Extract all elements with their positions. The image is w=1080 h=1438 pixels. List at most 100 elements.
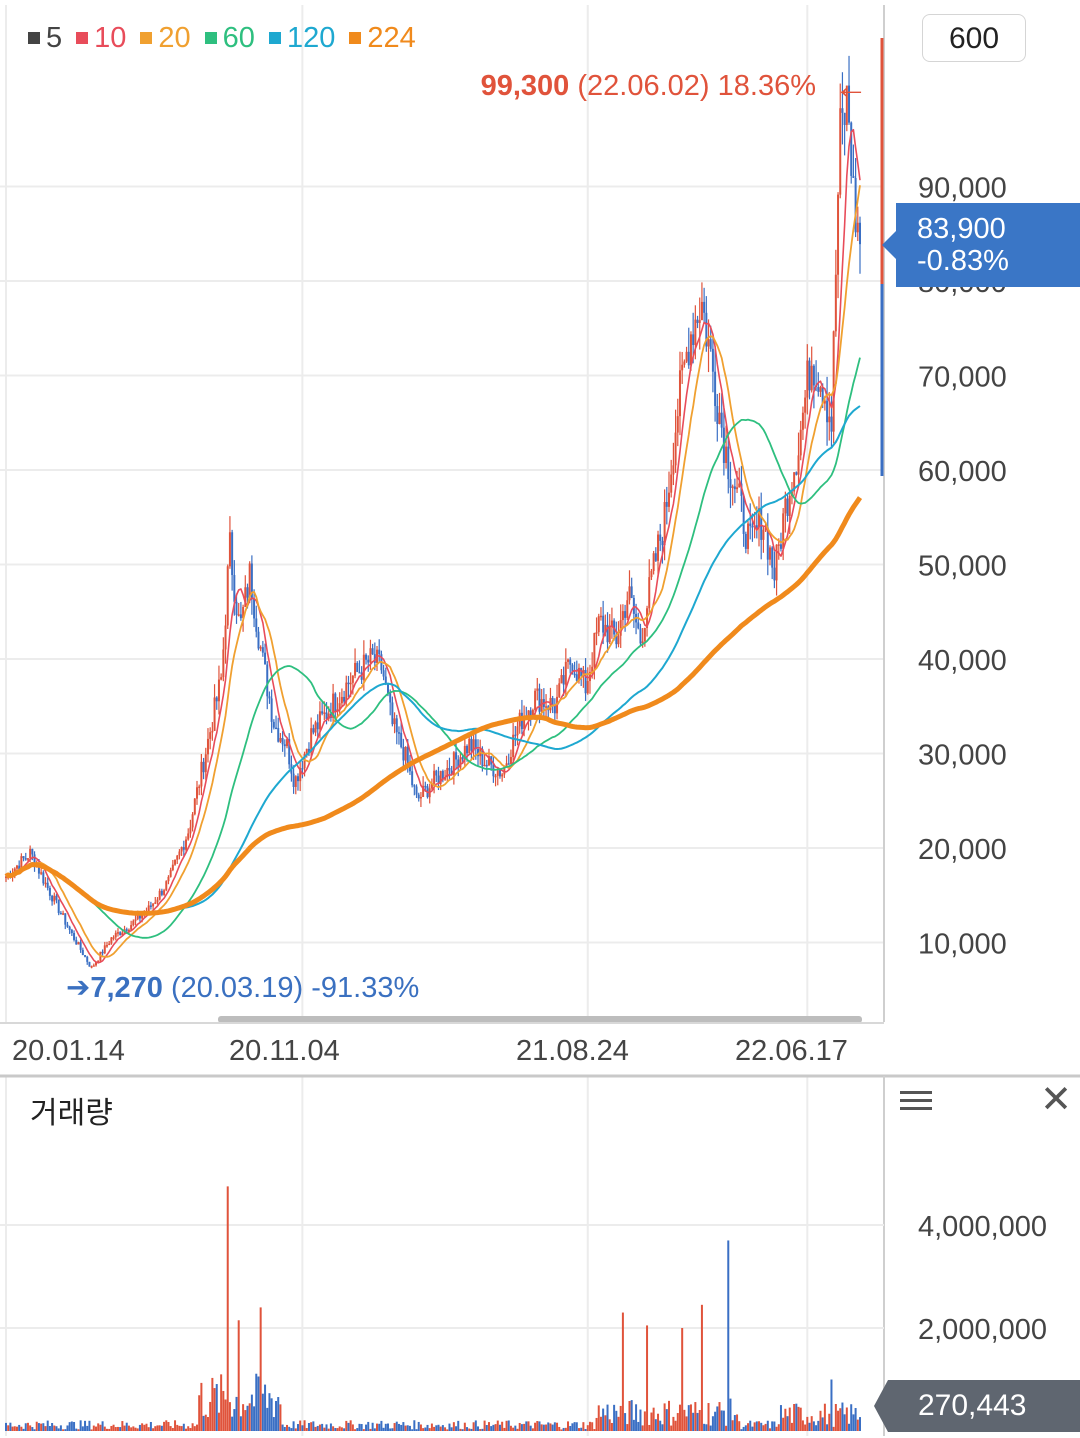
candle-body [279, 737, 282, 742]
candle-body [727, 446, 730, 480]
candle-body [397, 732, 400, 734]
candle-body [795, 472, 798, 475]
candle-body [303, 753, 306, 769]
candle-body [665, 502, 668, 507]
candle-body [167, 876, 170, 882]
candle-body [670, 474, 673, 493]
volume-bar [588, 1421, 591, 1431]
volume-bar [86, 1425, 89, 1431]
volume-bar [362, 1429, 365, 1431]
volume-bar [40, 1423, 43, 1431]
candle-body [95, 962, 98, 966]
candle-body [766, 527, 769, 560]
legend-item-10[interactable]: 10 [76, 22, 126, 55]
volume-bar [446, 1429, 449, 1431]
volume-bar [837, 1410, 840, 1431]
candle-body [136, 914, 139, 920]
legend-item-120[interactable]: 120 [268, 22, 335, 55]
candle-body [316, 722, 319, 730]
candle-body [433, 770, 436, 784]
candle-body [639, 628, 642, 644]
candle-body [736, 487, 739, 490]
volume-bar [549, 1423, 552, 1431]
volume-bar [312, 1421, 315, 1431]
candle-body [466, 745, 469, 754]
volume-bar [525, 1421, 528, 1431]
volume-bar [564, 1427, 567, 1431]
volume-bar [676, 1413, 679, 1431]
volume-bar [659, 1420, 662, 1431]
candle-body [834, 274, 837, 332]
volume-bar [31, 1427, 34, 1431]
volume-bar [595, 1417, 598, 1431]
candle-body [422, 785, 425, 797]
legend-label: 224 [367, 21, 416, 54]
price-gridlines [0, 5, 884, 1436]
volume-bar [455, 1426, 458, 1431]
legend-swatch [28, 32, 40, 44]
volume-bar [239, 1416, 242, 1431]
legend-item-5[interactable]: 5 [28, 22, 62, 55]
volume-bar [143, 1424, 146, 1431]
volume-bar [226, 1186, 229, 1431]
candle-body [169, 869, 172, 877]
candle-body [354, 662, 357, 676]
volume-bar [13, 1426, 16, 1431]
volume-bar [75, 1428, 78, 1431]
close-icon[interactable]: ✕ [1040, 1079, 1072, 1121]
candle-body [44, 882, 47, 885]
volume-bar [613, 1404, 616, 1431]
candle-body [534, 690, 537, 710]
candle-body [538, 688, 541, 712]
volume-bar [733, 1415, 736, 1431]
volume-bar [470, 1428, 473, 1431]
candle-body [628, 586, 631, 601]
volume-bar [292, 1421, 295, 1431]
candle-body [395, 718, 398, 733]
volume-bar [158, 1425, 161, 1431]
ma-line-10 [5, 128, 861, 964]
candle-body [325, 712, 328, 719]
candle-body [545, 706, 548, 708]
volume-bar [180, 1426, 183, 1431]
legend-item-224[interactable]: 224 [349, 21, 416, 55]
candle-body [738, 483, 741, 488]
y-tick-label: 70,000 [918, 362, 1007, 394]
volume-bar [206, 1417, 209, 1431]
volume-bar [406, 1425, 409, 1431]
candle-body [551, 697, 554, 706]
candle-body [599, 615, 602, 618]
candle-body [79, 942, 82, 950]
candle-body [558, 683, 561, 697]
candle-body [498, 770, 501, 777]
candle-body [272, 721, 275, 728]
legend-item-20[interactable]: 20 [140, 22, 191, 55]
candle-body [209, 732, 212, 739]
candle-body [859, 222, 861, 245]
y-tick-label: 4,000,000 [918, 1211, 1047, 1243]
period-button[interactable]: 600 [922, 14, 1026, 62]
volume-bar [654, 1419, 657, 1431]
volume-bar [742, 1426, 745, 1431]
volume-bar [606, 1404, 609, 1431]
menu-icon[interactable] [898, 1086, 934, 1118]
candle-body [744, 533, 747, 549]
volume-bar [635, 1404, 638, 1431]
candle-body [773, 567, 776, 581]
candle-body [439, 770, 442, 784]
candle-body [615, 634, 618, 645]
candle-body [160, 890, 163, 895]
volume-bar [685, 1416, 688, 1431]
volume-bar [354, 1429, 357, 1431]
volume-bar [253, 1406, 256, 1431]
volume-bar [46, 1420, 49, 1431]
candle-body [257, 631, 260, 649]
candle-body [382, 670, 385, 677]
volume-bar [246, 1405, 249, 1431]
volume-bar [294, 1428, 297, 1431]
candle-body [812, 365, 815, 386]
candle-body [621, 611, 624, 621]
legend-item-60[interactable]: 60 [204, 22, 255, 55]
candle-body [356, 662, 359, 672]
